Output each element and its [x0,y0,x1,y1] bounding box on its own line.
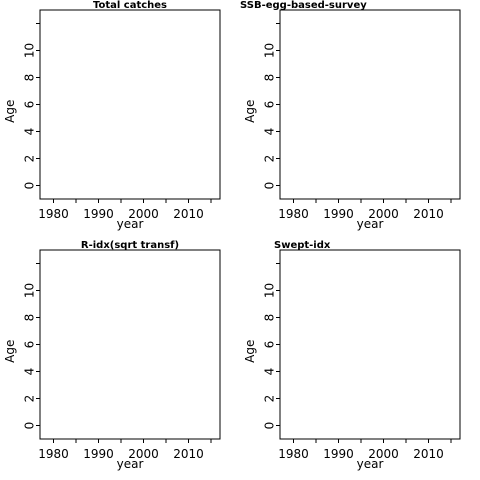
y-tick-label: 10 [23,283,37,298]
x-tick-label: 2010 [413,207,444,221]
x-tick-label: 2000 [128,207,159,221]
y-tick-label: 6 [23,101,37,109]
y-axis-label: Age [3,340,17,363]
x-tick-label: 2010 [413,447,444,461]
x-tick-label: 2010 [173,207,204,221]
x-tick-label: 2000 [368,447,399,461]
panel-2: SSB-egg-based-survey 1980 1990 2000 2010 0 2 4 6… [240,0,461,231]
y-tick-label: 10 [263,43,277,58]
panel-3: R-idx(sqrt transf) 1980 1990 2000 2010 0 2 4 6 8 1… [3,240,221,471]
plot-frame [279,249,461,440]
x-tick-label: 2000 [368,207,399,221]
x-tick-label: 2010 [173,447,204,461]
panel-1: Total catches 1980 1990 2000 2010 0 2 4 6 8 10 year… [3,0,221,231]
x-tick-label: 1990 [323,207,354,221]
y-tick-label: 6 [23,341,37,349]
y-tick-label: 0 [263,182,277,190]
y-tick-label: 4 [263,368,277,376]
y-tick-label: 10 [23,43,37,58]
y-tick-label: 8 [23,74,37,82]
y-tick-label: 10 [263,283,277,298]
y-tick-label: 0 [23,182,37,190]
x-axis-label: year [117,217,144,231]
x-tick-label: 1980 [38,447,69,461]
panel-title: R-idx(sqrt transf) [81,240,179,251]
y-tick-label: 6 [263,101,277,109]
y-tick-label: 4 [23,368,37,376]
plot-frame [39,9,221,200]
panel-4: Swept-idx 1980 1990 2000 2010 0 2 4 6 8 10 year Age [243,240,461,471]
x-tick-label: 1980 [278,207,309,221]
x-tick-label: 1990 [83,447,114,461]
panel-title: Swept-idx [274,240,331,251]
y-axis-label: Age [243,340,257,363]
x-tick-label: 1980 [38,207,69,221]
y-tick-label: 0 [23,422,37,430]
x-tick-label: 1990 [323,447,354,461]
plot-frame [39,249,221,440]
panel-title: Total catches [93,0,167,11]
x-tick-label: 1980 [278,447,309,461]
y-tick-label: 8 [263,314,277,322]
y-axis-label: Age [243,100,257,123]
y-tick-label: 2 [263,155,277,163]
y-tick-label: 2 [263,395,277,403]
y-tick-label: 8 [23,314,37,322]
y-tick-label: 6 [263,341,277,349]
panel-title: SSB-egg-based-survey [240,0,367,11]
x-tick-label: 1990 [83,207,114,221]
y-tick-label: 4 [23,128,37,136]
y-tick-label: 2 [23,155,37,163]
x-axis-label: year [357,217,384,231]
y-tick-label: 0 [263,422,277,430]
plot-frame [279,9,461,200]
x-axis-label: year [117,457,144,471]
y-tick-label: 8 [263,74,277,82]
y-tick-label: 4 [263,128,277,136]
x-axis-label: year [357,457,384,471]
y-axis-label: Age [3,100,17,123]
x-tick-label: 2000 [128,447,159,461]
y-tick-label: 2 [23,395,37,403]
